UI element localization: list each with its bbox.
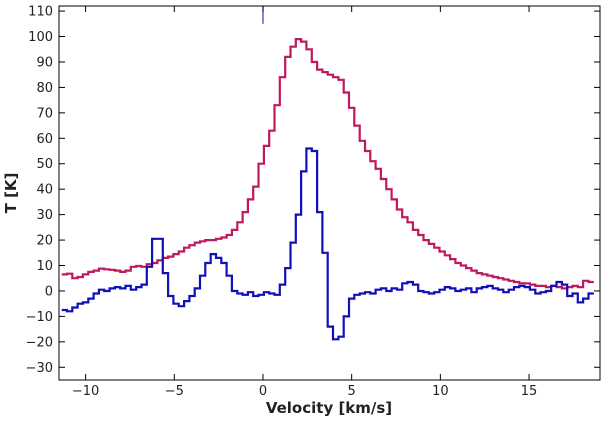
x-tick-label: 0 (259, 384, 267, 399)
x-tick-label: 15 (521, 384, 538, 399)
y-tick-label: 80 (36, 81, 53, 96)
ticks-layer: −10−505101520−30−20−10010203040506070809… (26, 5, 600, 399)
y-tick-label: 0 (45, 284, 53, 299)
series-1-line (61, 38, 594, 290)
y-tick-label: 40 (36, 183, 53, 198)
x-tick-label: 5 (348, 384, 356, 399)
plot-frame (58, 5, 601, 381)
y-tick-label: 60 (36, 132, 53, 147)
y-tick-label: −30 (26, 361, 53, 376)
y-tick-label: −20 (26, 335, 53, 350)
x-axis-title: Velocity [km/s] (266, 399, 392, 417)
series-2-line (61, 147, 594, 341)
y-tick-label: −10 (26, 310, 53, 325)
y-axis-title: T [K] (2, 173, 20, 214)
x-tick-label: −10 (72, 384, 99, 399)
y-tick-label: 20 (36, 234, 53, 249)
y-tick-label: 10 (36, 259, 53, 274)
x-tick-label: −5 (165, 384, 184, 399)
x-tick-label: 10 (432, 384, 449, 399)
series-layer (61, 38, 594, 341)
y-tick-label: 70 (36, 106, 53, 121)
y-tick-label: 110 (28, 5, 53, 20)
y-tick-label: 50 (36, 157, 53, 172)
y-tick-label: 90 (36, 55, 53, 70)
y-tick-label: 100 (28, 30, 53, 45)
y-tick-label: 30 (36, 208, 53, 223)
